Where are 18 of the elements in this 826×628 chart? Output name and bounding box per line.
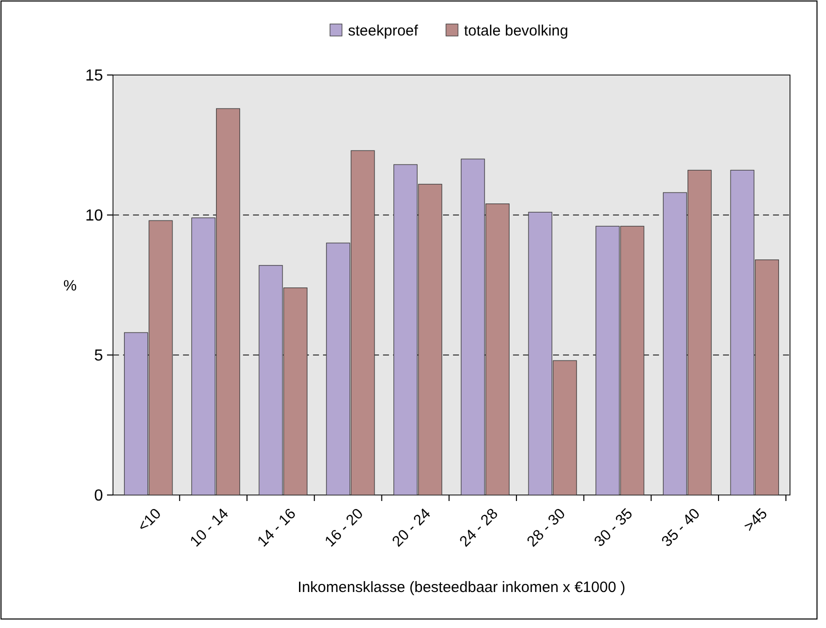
x-axis-title: Inkomensklasse (besteedbaar inkomen x €1000 ) bbox=[298, 579, 626, 596]
legend-label: totale bevolking bbox=[464, 22, 568, 40]
x-tick-label: 30 - 35 bbox=[591, 505, 636, 550]
x-tick-label: 24 - 28 bbox=[456, 505, 502, 550]
y-tick-label: 10 bbox=[85, 208, 104, 225]
x-tick-label: 10 - 14 bbox=[186, 505, 232, 550]
x-tick-label: 16 - 20 bbox=[322, 505, 367, 550]
y-tick-label: 0 bbox=[94, 488, 104, 505]
x-tick-label: <10 bbox=[134, 505, 165, 536]
y-tick-label: 15 bbox=[85, 68, 104, 85]
x-tick-label: 35 - 40 bbox=[658, 505, 704, 550]
y-tick-label: 5 bbox=[94, 348, 104, 365]
y-axis-title: % bbox=[63, 277, 77, 294]
x-tick-label: >45 bbox=[740, 505, 771, 536]
x-tick-label: 14 - 16 bbox=[254, 505, 300, 550]
x-tick-label: 20 - 24 bbox=[389, 505, 434, 550]
legend-label: steekproef bbox=[348, 22, 419, 40]
x-tick-label: 28 - 30 bbox=[524, 505, 569, 550]
